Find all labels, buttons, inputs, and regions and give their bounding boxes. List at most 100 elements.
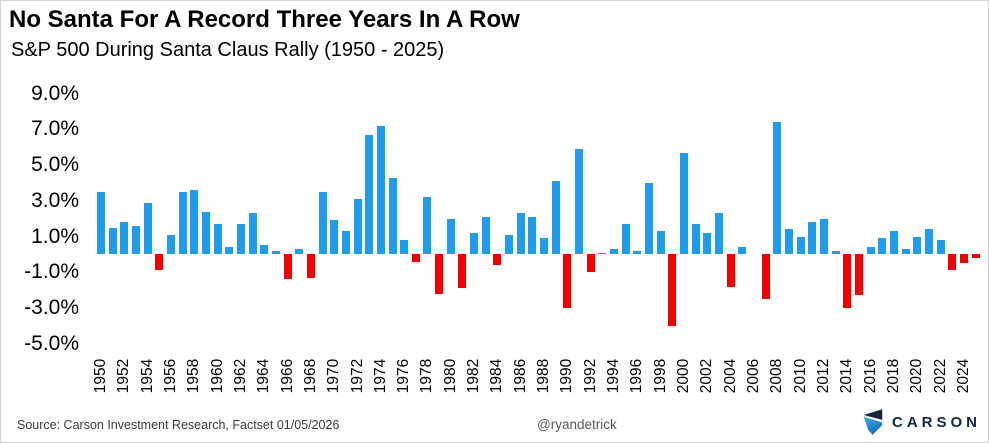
x-tick-label: 1970 bbox=[325, 358, 343, 394]
x-tick-label: 2022 bbox=[931, 358, 949, 394]
x-tick-label: 2004 bbox=[721, 358, 739, 394]
bar-1975 bbox=[388, 177, 397, 255]
bar-1997 bbox=[645, 183, 654, 255]
bar-1983 bbox=[481, 216, 490, 255]
bar-2011 bbox=[808, 222, 817, 255]
bar-2023 bbox=[948, 254, 957, 271]
y-tick-label: 3.0% bbox=[31, 188, 79, 212]
y-tick-label: 1.0% bbox=[31, 224, 79, 248]
bar-1990 bbox=[563, 254, 572, 308]
bar-2012 bbox=[819, 218, 828, 255]
x-tick-label: 2008 bbox=[768, 358, 786, 394]
bar-2009 bbox=[784, 229, 793, 255]
x-tick-label: 2014 bbox=[838, 358, 856, 394]
plot-area bbox=[87, 87, 983, 357]
x-tick-label: 1988 bbox=[535, 358, 553, 394]
x-tick-label: 1998 bbox=[651, 358, 669, 394]
x-tick-label: 1954 bbox=[138, 358, 156, 394]
bar-1992 bbox=[586, 254, 595, 273]
carson-logo: CARSON bbox=[861, 407, 981, 437]
bar-1961 bbox=[225, 247, 234, 255]
bar-2008 bbox=[773, 122, 782, 255]
x-tick-label: 1960 bbox=[208, 358, 226, 394]
x-tick-label: 1972 bbox=[348, 358, 366, 394]
x-tick-label: 2012 bbox=[814, 358, 832, 394]
page-subtitle: S&P 500 During Santa Claus Rally (1950 -… bbox=[11, 39, 445, 61]
carson-logo-icon bbox=[863, 408, 883, 435]
bar-2014 bbox=[843, 254, 852, 308]
x-tick-label: 1990 bbox=[558, 358, 576, 394]
bar-1968 bbox=[306, 254, 315, 278]
bar-1960 bbox=[213, 224, 222, 255]
source-note: Source: Carson Investment Research, Fact… bbox=[17, 418, 340, 432]
bar-1972 bbox=[353, 199, 362, 255]
bar-1982 bbox=[470, 232, 479, 255]
x-tick-label: 1996 bbox=[628, 358, 646, 394]
y-tick-label: -1.0% bbox=[24, 260, 79, 284]
bar-1981 bbox=[458, 254, 467, 289]
bar-1969 bbox=[318, 191, 327, 255]
x-tick-label: 2018 bbox=[884, 358, 902, 394]
bar-2005 bbox=[738, 247, 747, 255]
y-tick-label: -5.0% bbox=[24, 331, 79, 355]
bar-1971 bbox=[341, 231, 350, 255]
bar-2004 bbox=[726, 254, 735, 287]
x-tick-label: 2020 bbox=[908, 358, 926, 394]
x-tick-label: 1964 bbox=[255, 358, 273, 394]
bar-1985 bbox=[505, 234, 514, 255]
bar-1977 bbox=[411, 254, 420, 262]
x-tick-label: 1962 bbox=[231, 358, 249, 394]
bar-2022 bbox=[936, 240, 945, 255]
x-tick-label: 1980 bbox=[441, 358, 459, 394]
bar-1963 bbox=[248, 213, 257, 255]
bar-1980 bbox=[446, 218, 455, 255]
bar-1988 bbox=[540, 238, 549, 255]
x-tick-label: 1974 bbox=[371, 358, 389, 394]
bar-1996 bbox=[633, 250, 642, 255]
x-tick-label: 2010 bbox=[791, 358, 809, 394]
bar-1953 bbox=[131, 225, 140, 255]
bar-1956 bbox=[166, 234, 175, 255]
bar-2013 bbox=[831, 250, 840, 255]
x-tick-label: 2006 bbox=[744, 358, 762, 394]
x-tick-label: 1952 bbox=[115, 358, 133, 394]
bar-1978 bbox=[423, 197, 432, 255]
y-tick-label: 9.0% bbox=[31, 81, 79, 105]
bar-1974 bbox=[376, 125, 385, 255]
bar-2019 bbox=[901, 249, 910, 255]
bar-1962 bbox=[236, 224, 245, 255]
bar-1967 bbox=[295, 249, 304, 255]
bar-1991 bbox=[575, 149, 584, 255]
bar-2020 bbox=[913, 236, 922, 255]
x-tick-label: 1958 bbox=[185, 358, 203, 394]
x-tick-label: 1950 bbox=[92, 358, 109, 394]
x-tick-label: 1992 bbox=[581, 358, 599, 394]
x-tick-label: 1978 bbox=[418, 358, 436, 394]
bar-1955 bbox=[155, 254, 164, 271]
y-tick-label: 5.0% bbox=[31, 153, 79, 177]
bar-2003 bbox=[714, 213, 723, 255]
bar-1999 bbox=[668, 254, 677, 326]
bar-1950 bbox=[97, 191, 105, 255]
bar-1957 bbox=[178, 191, 187, 255]
bar-2024 bbox=[959, 254, 968, 264]
twitter-handle: @ryandetrick bbox=[537, 417, 617, 432]
x-tick-label: 2002 bbox=[698, 358, 716, 394]
x-tick-label: 1982 bbox=[465, 358, 483, 394]
bar-2017 bbox=[878, 238, 887, 255]
bar-2021 bbox=[924, 229, 933, 255]
bar-1998 bbox=[656, 231, 665, 255]
bar-1954 bbox=[143, 202, 152, 255]
bar-2000 bbox=[680, 152, 688, 255]
y-tick-label: -3.0% bbox=[24, 295, 79, 319]
bar-2025 bbox=[971, 254, 980, 258]
bar-1966 bbox=[283, 254, 292, 280]
bar-1989 bbox=[551, 181, 560, 255]
bar-2018 bbox=[889, 231, 898, 255]
bar-1979 bbox=[435, 254, 444, 294]
bar-1993 bbox=[598, 252, 607, 255]
x-tick-label: 1968 bbox=[301, 358, 319, 394]
x-tick-label: 1986 bbox=[511, 358, 529, 394]
